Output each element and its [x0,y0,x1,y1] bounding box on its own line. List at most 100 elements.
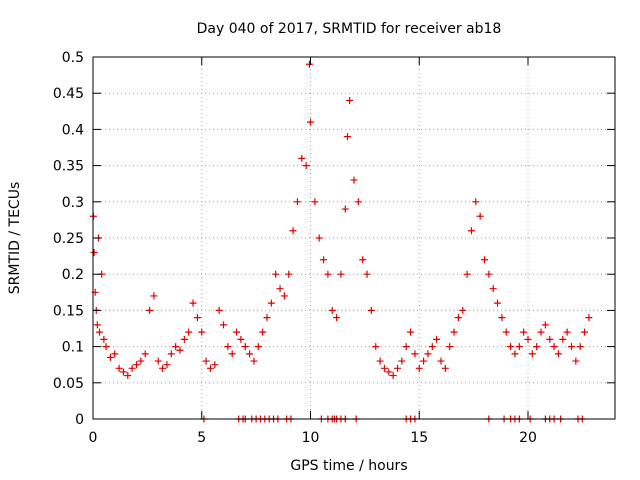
data-point [402,343,410,351]
data-point [511,350,519,358]
data-point [376,357,384,365]
data-point [515,343,523,351]
data-point [311,198,319,206]
data-point [424,350,432,358]
data-point [337,270,345,278]
data-point [411,350,419,358]
data-point [206,364,214,372]
data-point [198,328,206,336]
data-point [172,343,180,351]
data-point [415,364,423,372]
data-point [315,234,323,242]
data-point [141,350,149,358]
data-point [259,328,267,336]
data-point [433,335,441,343]
data-point [124,372,132,380]
data-point [341,205,349,213]
data-point [146,306,154,314]
data-point [467,227,475,235]
data-point [167,350,175,358]
y-tick-label: 0.5 [62,50,84,66]
data-point [459,306,467,314]
data-point [428,343,436,351]
data-point [93,321,101,329]
data-point [128,364,136,372]
data-point [228,350,236,358]
data-point [380,364,388,372]
data-point [137,357,145,365]
y-tick-label: 0.3 [62,195,84,211]
data-point [559,335,567,343]
data-point [541,321,549,329]
data-point [263,314,271,322]
data-point [520,328,528,336]
y-axis-label: SRMTID / TECUs [7,182,23,295]
data-point [267,299,275,307]
data-point [420,357,428,365]
data-point [359,256,367,264]
data-point [96,328,104,336]
data-point [320,256,328,264]
y-tick-label: 0.15 [53,303,84,319]
data-point [533,343,541,351]
data-point [90,248,98,256]
data-point [298,154,306,162]
y-tick-label: 0.35 [53,159,84,175]
data-point [550,343,558,351]
data-point [494,299,502,307]
data-point [272,270,280,278]
data-point [563,328,571,336]
data-point [333,314,341,322]
data-point [246,350,254,358]
data-point [276,285,284,293]
data-point [498,314,506,322]
data-point [150,292,158,300]
data-point [302,162,310,170]
y-tick-label: 0 [75,412,84,428]
data-point [119,368,127,376]
data-point [111,350,119,358]
x-tick-label: 10 [302,430,320,446]
data-point [546,335,554,343]
data-point [398,357,406,365]
data-point [233,328,241,336]
data-point [354,198,362,206]
data-point [489,285,497,293]
data-point [581,328,589,336]
data-point [100,335,108,343]
x-tick-label: 20 [519,430,537,446]
data-point [585,314,593,322]
y-tick-label: 0.05 [53,376,84,392]
data-point [463,270,471,278]
data-point [202,357,210,365]
data-point [305,60,313,68]
data-point [193,314,201,322]
data-point [394,364,401,372]
data-point [450,328,458,336]
data-point [343,133,351,141]
data-point [102,343,110,351]
data-point [159,364,167,372]
data-point [154,357,162,365]
data-point [106,353,114,361]
data-point [307,118,314,126]
data-point [554,350,562,358]
data-point [280,292,288,300]
axis-ticks: 0 0.05 0.1 0.15 0.2 0.25 0.3 0.35 0.4 0.45 0.5 0 5 10… [53,50,615,446]
data-point [407,328,415,336]
x-tick-label: 5 [197,430,206,446]
data-point [254,343,262,351]
y-tick-label: 0.45 [53,86,84,102]
y-tick-label: 0.1 [62,340,84,356]
data-point [163,361,171,369]
data-point [328,306,336,314]
data-point [572,357,580,365]
data-point [289,227,297,235]
grid-lines [93,57,615,419]
data-point [176,346,184,354]
data-point [485,270,493,278]
data-point [185,328,193,336]
data-point [441,364,449,372]
